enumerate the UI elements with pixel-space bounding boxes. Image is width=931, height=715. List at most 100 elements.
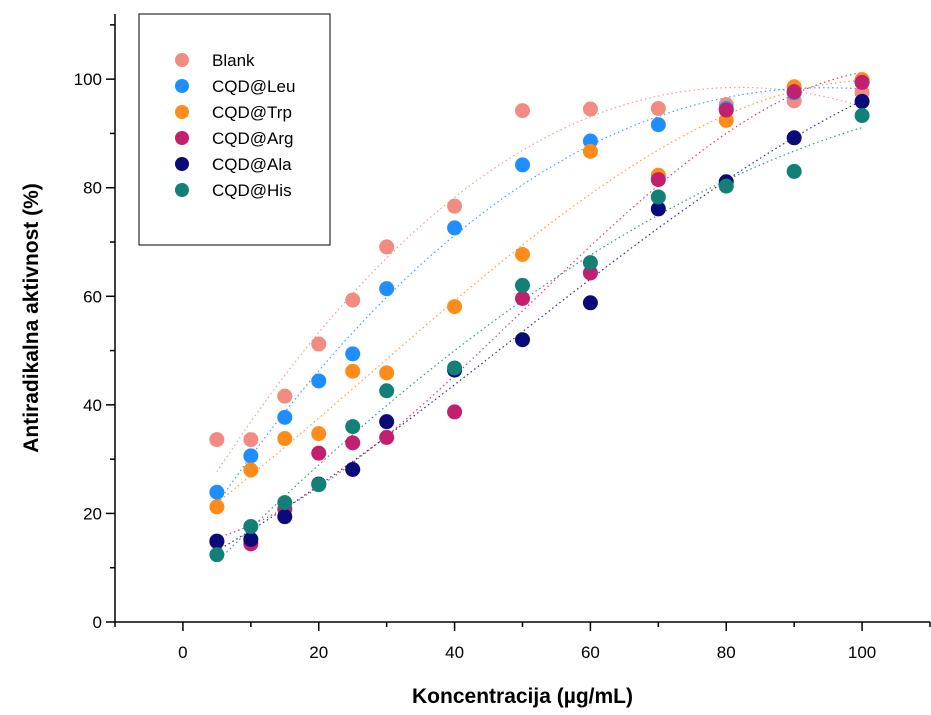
- x-tick-label: 0: [178, 643, 187, 662]
- data-point: [209, 547, 225, 563]
- y-tick-label: 40: [83, 396, 102, 415]
- legend-label: CQD@Arg: [212, 129, 294, 148]
- legend-box: [138, 13, 331, 246]
- data-point: [650, 201, 666, 217]
- data-point: [277, 409, 293, 425]
- data-point: [582, 255, 598, 271]
- data-point: [345, 346, 361, 362]
- data-point: [379, 414, 395, 430]
- data-point: [243, 462, 259, 478]
- data-point: [650, 100, 666, 116]
- data-point: [718, 112, 734, 128]
- trend-line: [216, 127, 863, 563]
- data-point: [243, 432, 259, 448]
- data-point: [209, 499, 225, 515]
- data-point: [277, 431, 293, 447]
- data-point: [345, 363, 361, 379]
- trend-line: [216, 87, 863, 505]
- y-tick-label: 20: [83, 504, 102, 523]
- x-tick-label: 60: [581, 643, 600, 662]
- data-point: [209, 432, 225, 448]
- legend-label: Blank: [212, 51, 255, 70]
- data-point: [379, 383, 395, 399]
- legend-marker: [175, 183, 189, 197]
- data-point: [311, 336, 327, 352]
- data-point: [582, 133, 598, 149]
- data-point: [650, 172, 666, 188]
- legend-label: CQD@Leu: [212, 77, 295, 96]
- data-point: [277, 495, 293, 511]
- trend-line: [216, 86, 863, 473]
- data-point: [447, 198, 463, 214]
- data-point: [718, 178, 734, 194]
- data-point: [447, 360, 463, 376]
- data-point: [582, 295, 598, 311]
- y-axis-title: Antiradikalna aktivnost (%): [20, 183, 43, 453]
- x-axis: 0 20 40 60 80 100: [114, 622, 931, 662]
- data-point: [854, 93, 870, 109]
- data-point: [786, 84, 802, 100]
- y-axis: 0 20 40 60 80 100: [74, 24, 115, 632]
- data-point: [447, 404, 463, 420]
- y-tick-label: 60: [83, 287, 102, 306]
- data-point: [650, 117, 666, 133]
- y-tick-label: 0: [93, 613, 102, 632]
- x-tick-label: 100: [848, 643, 876, 662]
- data-point: [786, 130, 802, 146]
- data-point: [854, 108, 870, 124]
- data-point: [209, 484, 225, 500]
- y-tick-label: 100: [74, 70, 102, 89]
- legend: Blank CQD@Leu CQD@Trp CQD@Arg CQD@Ala CQD@His: [138, 13, 331, 246]
- trend-lines: [216, 71, 863, 563]
- data-points: [209, 72, 870, 563]
- data-point: [515, 332, 530, 348]
- x-axis-title: Koncentracija (µg/mL): [412, 685, 633, 708]
- data-point: [311, 477, 327, 493]
- trend-line: [216, 79, 863, 504]
- data-point: [447, 220, 463, 236]
- x-tick-label: 20: [309, 643, 328, 662]
- data-point: [277, 509, 293, 525]
- data-point: [379, 239, 395, 255]
- data-point: [243, 531, 259, 547]
- data-point: [447, 299, 463, 315]
- legend-marker: [175, 157, 189, 171]
- data-point: [582, 143, 598, 159]
- data-point: [515, 277, 530, 293]
- data-point: [345, 435, 361, 451]
- data-point: [515, 290, 530, 306]
- data-point: [277, 388, 293, 404]
- data-point: [243, 448, 259, 464]
- legend-label: CQD@His: [212, 181, 292, 200]
- data-point: [854, 74, 870, 90]
- data-point: [582, 101, 598, 117]
- data-point: [582, 265, 598, 281]
- x-tick-label: 40: [445, 643, 464, 662]
- y-tick-label: 80: [83, 179, 102, 198]
- data-point: [311, 445, 327, 461]
- data-point: [209, 533, 225, 549]
- legend-marker: [175, 53, 189, 67]
- data-point: [311, 373, 327, 389]
- legend-label: CQD@Trp: [212, 103, 292, 122]
- legend-marker: [175, 79, 189, 93]
- data-point: [515, 246, 530, 262]
- data-point: [718, 102, 734, 118]
- data-point: [515, 157, 530, 173]
- data-point: [243, 518, 259, 534]
- data-point: [345, 419, 361, 435]
- data-point: [515, 103, 530, 119]
- data-point: [311, 426, 327, 442]
- data-point: [650, 189, 666, 205]
- data-point: [379, 281, 395, 297]
- data-point: [345, 461, 361, 477]
- data-point: [379, 429, 395, 445]
- legend-marker: [175, 105, 189, 119]
- data-point: [345, 292, 361, 308]
- legend-label: CQD@Ala: [212, 155, 292, 174]
- data-point: [786, 163, 802, 179]
- data-point: [379, 365, 395, 381]
- legend-marker: [175, 131, 189, 145]
- x-tick-label: 80: [717, 643, 736, 662]
